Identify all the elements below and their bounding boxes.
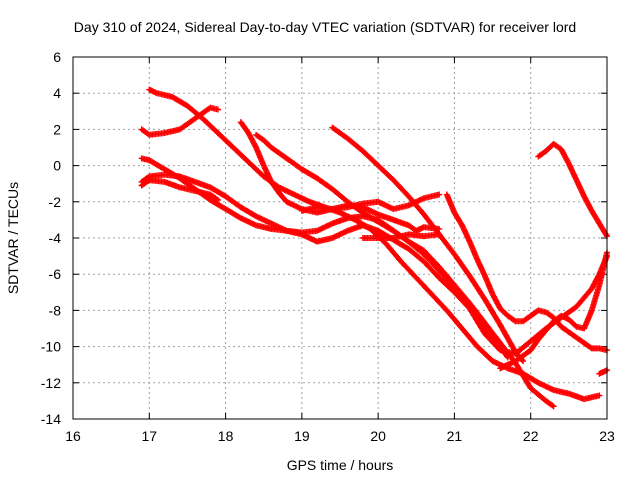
- data-point-marker: [596, 392, 603, 399]
- series-track-7: [253, 131, 610, 357]
- x-tick-label: 23: [599, 428, 615, 444]
- data-point-marker: [549, 402, 556, 409]
- data-point-marker: [603, 231, 610, 238]
- data-point-marker: [520, 358, 527, 365]
- data-point-marker: [213, 196, 220, 203]
- x-axis-label: GPS time / hours: [287, 457, 394, 473]
- x-tick-label: 20: [370, 428, 386, 444]
- series-track-8: [329, 124, 527, 365]
- y-tick-label: -10: [41, 339, 61, 355]
- y-tick-label: 2: [53, 121, 61, 137]
- chart-title: Day 310 of 2024, Sidereal Day-to-day VTE…: [74, 19, 576, 35]
- series-track-4: [138, 171, 557, 410]
- y-tick-label: -2: [49, 194, 62, 210]
- grid-lines: [73, 57, 607, 419]
- data-point-marker: [511, 317, 518, 324]
- x-tick-label: 21: [447, 428, 463, 444]
- y-tick-label: 6: [53, 49, 61, 65]
- series-track-2: [138, 104, 221, 138]
- x-tick-label: 19: [294, 428, 310, 444]
- y-tick-label: 4: [53, 85, 61, 101]
- y-axis-label: SDTVAR / TECUs: [5, 182, 21, 294]
- series-track-10: [359, 231, 443, 241]
- series-track-6: [237, 119, 443, 234]
- y-tick-label: -12: [41, 375, 61, 391]
- data-point-marker: [214, 106, 221, 113]
- series-track-9: [298, 191, 443, 214]
- series-track-5: [138, 177, 221, 203]
- plot-frame: [72, 56, 608, 420]
- series-track-11: [443, 191, 610, 354]
- x-tick-label: 16: [65, 428, 81, 444]
- y-tick-label: -6: [49, 266, 62, 282]
- series-track-1: [146, 86, 603, 403]
- x-tick-label: 22: [523, 428, 539, 444]
- series-track-13: [497, 249, 610, 372]
- y-tick-label: 0: [53, 158, 61, 174]
- data-point-marker: [436, 191, 443, 198]
- series-track-12: [535, 140, 610, 240]
- data-point-marker: [587, 344, 594, 351]
- data-markers: [138, 86, 610, 410]
- y-tick-label: -4: [49, 230, 62, 246]
- series-track-14: [596, 367, 610, 377]
- x-tick-label: 18: [218, 428, 234, 444]
- data-point-marker: [550, 403, 557, 410]
- x-tick-label: 17: [141, 428, 157, 444]
- data-point-marker: [214, 196, 221, 203]
- data-point-marker: [436, 231, 443, 238]
- y-tick-label: -14: [41, 411, 61, 427]
- y-tick-label: -8: [49, 302, 62, 318]
